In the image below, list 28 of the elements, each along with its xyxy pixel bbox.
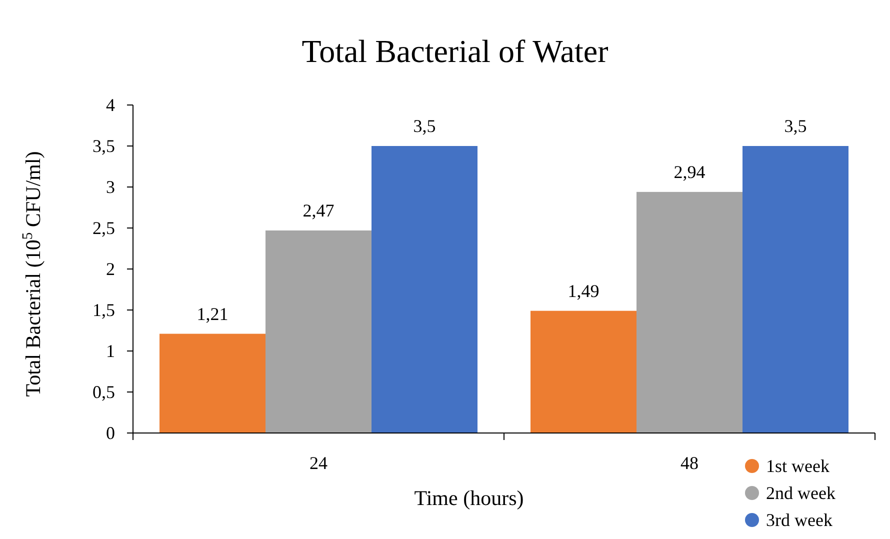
data-label: 3,5 <box>784 116 807 136</box>
x-tick-label: 24 <box>310 453 328 473</box>
y-tick-label: 3 <box>106 177 115 197</box>
data-label: 3,5 <box>413 116 436 136</box>
bar <box>636 192 742 433</box>
y-tick-label: 2,5 <box>92 218 115 238</box>
x-axis-title: Time (hours) <box>414 486 524 510</box>
y-tick-label: 0,5 <box>92 382 115 402</box>
y-tick-label: 1 <box>106 341 115 361</box>
data-label: 1,21 <box>196 304 228 324</box>
y-tick-label: 0 <box>106 423 115 443</box>
legend-label: 1st week <box>766 456 830 476</box>
bar <box>266 230 372 433</box>
y-tick-label: 3,5 <box>92 136 115 156</box>
bar <box>160 334 266 433</box>
data-label: 2,94 <box>674 162 706 182</box>
x-tick-label: 48 <box>680 453 698 473</box>
chart-title: Total Bacterial of Water <box>302 33 609 69</box>
y-tick-label: 1,5 <box>92 300 115 320</box>
legend-label: 2nd week <box>766 483 836 503</box>
data-label: 2,47 <box>302 200 334 220</box>
bar <box>742 146 848 433</box>
legend-label: 3rd week <box>766 510 832 530</box>
y-tick-label: 2 <box>106 259 115 279</box>
bar <box>530 310 636 433</box>
bar <box>372 146 478 433</box>
y-tick-label: 4 <box>106 95 115 115</box>
data-label: 1,49 <box>568 280 600 301</box>
